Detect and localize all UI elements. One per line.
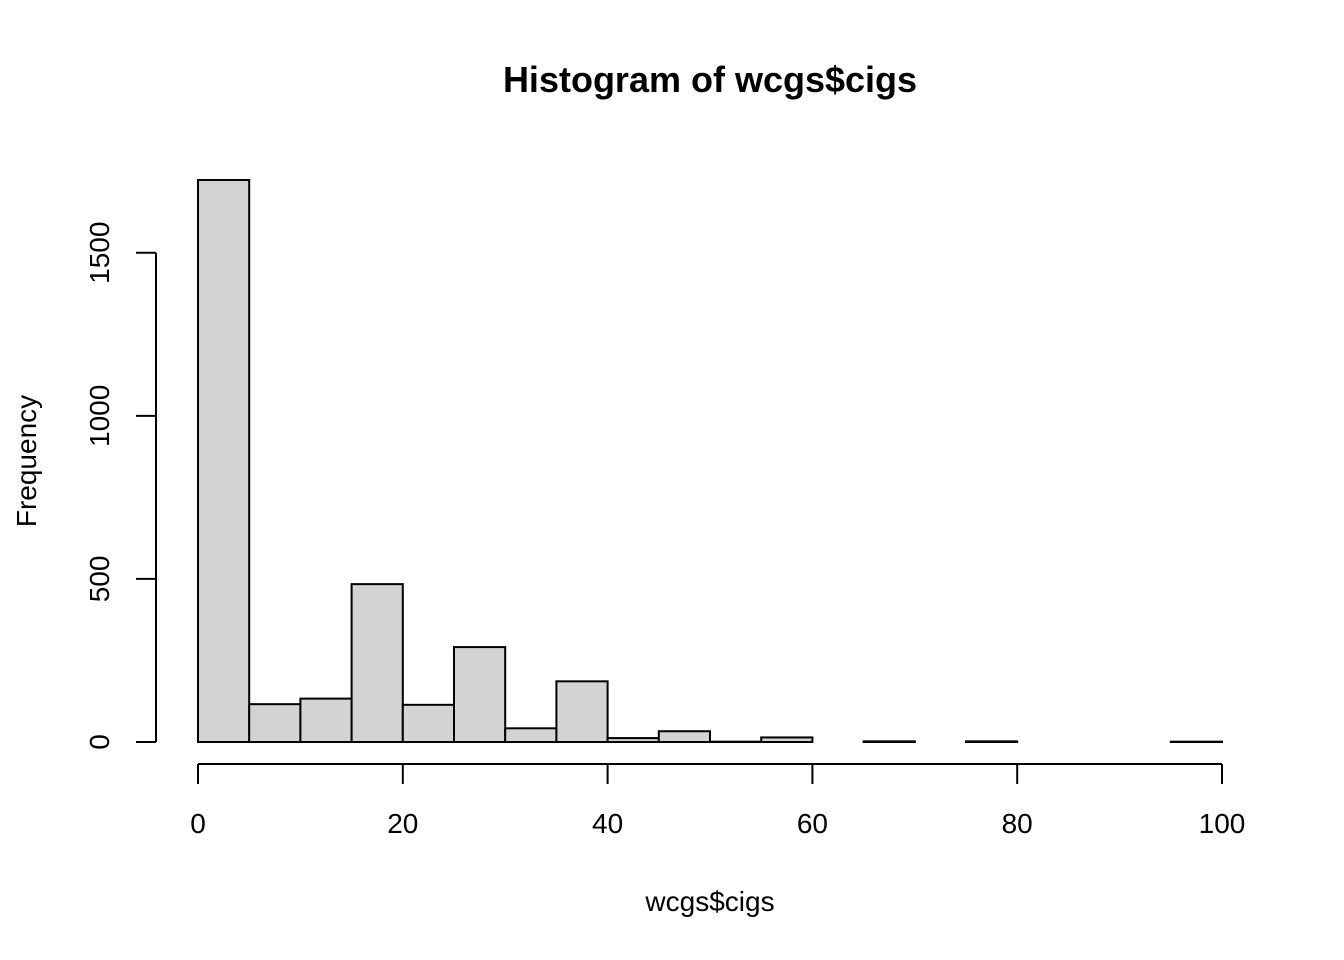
x-tick-label: 60 (797, 808, 828, 839)
x-axis: 0 20 40 60 80 100 (190, 763, 1245, 839)
histogram-bar (453, 646, 507, 744)
histogram-bar (657, 730, 711, 743)
x-tick-label: 20 (387, 808, 418, 839)
histogram-bar (401, 703, 455, 744)
y-axis: 0 500 1000 1500 (84, 222, 157, 750)
y-axis-label: Frequency (11, 395, 42, 527)
histogram-bar (197, 179, 251, 743)
histogram-bar (248, 703, 302, 744)
x-tick-label: 40 (592, 808, 623, 839)
x-tick-label: 100 (1199, 808, 1246, 839)
x-tick-label: 80 (1002, 808, 1033, 839)
y-tick-label: 1500 (84, 222, 115, 284)
histogram-bar (504, 727, 558, 744)
x-axis-ticks: 0 20 40 60 80 100 (190, 764, 1245, 839)
histogram-bar (299, 697, 353, 744)
histogram-bar (606, 737, 660, 743)
histogram-bar (555, 680, 609, 744)
y-tick-label: 500 (84, 556, 115, 603)
histogram-bar (862, 740, 916, 744)
chart-title: Histogram of wcgs$cigs (503, 59, 917, 100)
x-tick-label: 0 (190, 808, 206, 839)
histogram-bar (350, 583, 404, 743)
y-tick-label: 0 (84, 734, 115, 750)
histogram-bar (965, 740, 1019, 744)
y-tick-label: 1000 (84, 385, 115, 447)
histogram-bars (197, 179, 1224, 744)
y-axis-ticks: 0 500 1000 1500 (84, 222, 156, 750)
x-axis-label: wcgs$cigs (644, 886, 774, 917)
histogram-bar (760, 736, 814, 743)
